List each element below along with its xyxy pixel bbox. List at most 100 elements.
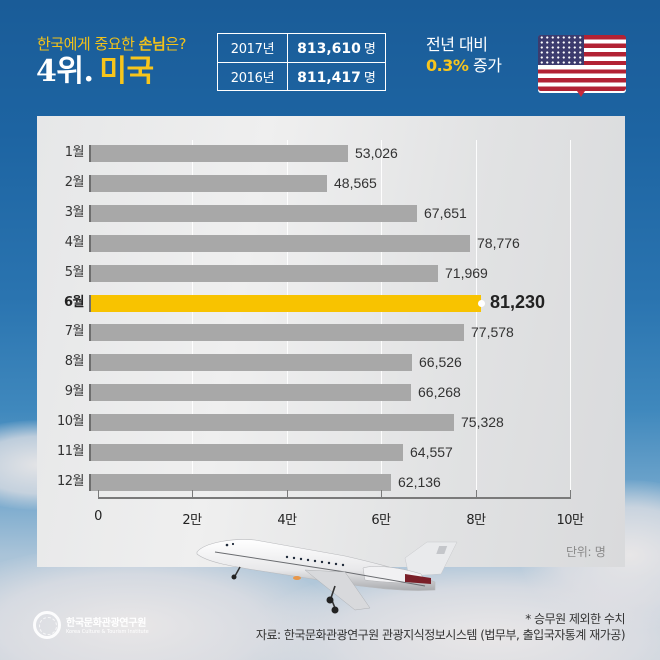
axis-tick [98, 490, 99, 498]
axis-tick-label: 4만 [277, 513, 297, 528]
bar-value-label: 67,651 [424, 205, 467, 221]
value-cell: 811,417 명 [287, 61, 386, 91]
yoy-direction: 증가 [472, 56, 502, 75]
month-label: 12월 [56, 474, 85, 489]
bar [89, 474, 391, 491]
month-label: 9월 [64, 384, 85, 399]
flag-pointer-icon [577, 91, 585, 97]
subtitle-text: 한국에게 중요한 [37, 35, 139, 53]
value-number: 811,417 [297, 69, 361, 86]
table-row: 2017년 813,610 명 [217, 33, 386, 63]
value-unit: 명 [363, 42, 376, 58]
unit-label: 단위: 명 [566, 545, 606, 559]
yoy-label: 전년 대비 [426, 35, 488, 54]
bar-row: 10월 75,328 [0, 412, 660, 432]
yoy-percent: 0.3% [426, 56, 469, 75]
bar [89, 444, 403, 461]
gridline [570, 140, 571, 495]
bar [89, 384, 411, 401]
month-label: 4월 [64, 235, 85, 250]
gridline [381, 140, 382, 495]
source-note: 자료: 한국문화관광연구원 관광지식정보시스템 (법무부, 출입국자통계 재가공… [255, 628, 626, 642]
month-label: 1월 [64, 145, 85, 160]
bar [89, 414, 454, 431]
bar-row: 1월 53,026 [0, 143, 660, 163]
bar-value-label: 48,565 [334, 175, 377, 191]
bar [89, 324, 464, 341]
airplane-image [196, 539, 458, 614]
axis-tick-label: 6만 [371, 513, 391, 528]
gridline [192, 140, 193, 495]
bar-row: 4월 78,776 [0, 233, 660, 253]
bar-value-label: 75,328 [461, 414, 504, 430]
month-label: 7월 [64, 324, 85, 339]
bar-value-label: 77,578 [471, 324, 514, 340]
axis-tick-label: 10만 [556, 513, 584, 528]
flag-canton [538, 35, 584, 65]
gridline [287, 140, 288, 495]
bar-row: 6월 81,230 [0, 292, 660, 313]
yearly-totals-table: 2017년 813,610 명 2016년 811,417 명 [217, 33, 386, 91]
bar-row: 2월 48,565 [0, 173, 660, 193]
bar-value-label: 78,776 [477, 235, 520, 251]
bar-value-label: 62,136 [398, 474, 441, 490]
axis-tick-label: 0 [94, 509, 102, 524]
bar-row: 11월 64,557 [0, 442, 660, 462]
gridline [476, 140, 477, 495]
page-subtitle: 한국에게 중요한 손님은? [37, 33, 187, 54]
bar-value-label: 71,969 [445, 265, 488, 281]
axis-tick [192, 490, 193, 498]
month-label: 3월 [64, 205, 85, 220]
axis-tick [287, 490, 288, 498]
year-cell: 2017년 [217, 33, 288, 63]
value-cell: 813,610 명 [287, 33, 386, 63]
bar-value-label: 53,026 [355, 145, 398, 161]
bar [89, 175, 327, 192]
axis-tick [381, 490, 382, 498]
bar-row: 12월 62,136 [0, 472, 660, 492]
bar-value-label: 64,557 [410, 444, 453, 460]
month-label: 10월 [56, 414, 85, 429]
x-axis [98, 497, 571, 499]
month-label: 2월 [64, 175, 85, 190]
subtitle-emphasis: 손님 [138, 35, 166, 53]
year-over-year-change: 전년 대비 0.3% 증가 [426, 34, 502, 76]
bar [89, 205, 417, 222]
table-row: 2016년 811,417 명 [217, 61, 386, 91]
axis-tick-label: 8만 [466, 513, 486, 528]
value-number: 813,610 [297, 41, 361, 58]
month-label: 5월 [64, 265, 85, 280]
footnote: * 승무원 제외한 수치 [525, 612, 625, 626]
bar [89, 354, 412, 371]
bar-row: 9월 66,268 [0, 382, 660, 402]
highlight-dot-icon [478, 300, 485, 307]
logo-korean-name: 한국문화관광연구원 [66, 618, 147, 629]
bar-value-label: 66,268 [418, 384, 461, 400]
axis-tick [570, 490, 571, 498]
subtitle-suffix: 은? [165, 35, 187, 53]
yoy-value: 0.3% 증가 [426, 55, 502, 76]
logo-english-name: Korea Culture & Tourism Institute [66, 629, 149, 635]
country-label: 미국 [99, 54, 154, 89]
bar [89, 145, 348, 162]
bar-value-label: 66,526 [419, 354, 462, 370]
rank-label: 4위. [36, 54, 94, 89]
value-unit: 명 [363, 70, 376, 86]
month-label: 11월 [56, 444, 85, 459]
kcti-logo-icon [33, 611, 61, 639]
bar [89, 235, 470, 252]
us-flag-icon [538, 35, 626, 91]
page-title: 4위. 미국 [36, 54, 154, 90]
bar-row: 3월 67,651 [0, 203, 660, 223]
month-label: 8월 [64, 354, 85, 369]
month-label: 6월 [63, 295, 85, 310]
highlighted-bar [89, 295, 481, 312]
year-cell: 2016년 [217, 61, 288, 91]
bar-row: 7월 77,578 [0, 322, 660, 342]
axis-tick [476, 490, 477, 498]
bar-row: 5월 71,969 [0, 263, 660, 283]
bar-value-label: 81,230 [490, 292, 546, 312]
bar [89, 265, 438, 282]
axis-tick-label: 2만 [182, 513, 202, 528]
bar-row: 8월 66,526 [0, 352, 660, 372]
